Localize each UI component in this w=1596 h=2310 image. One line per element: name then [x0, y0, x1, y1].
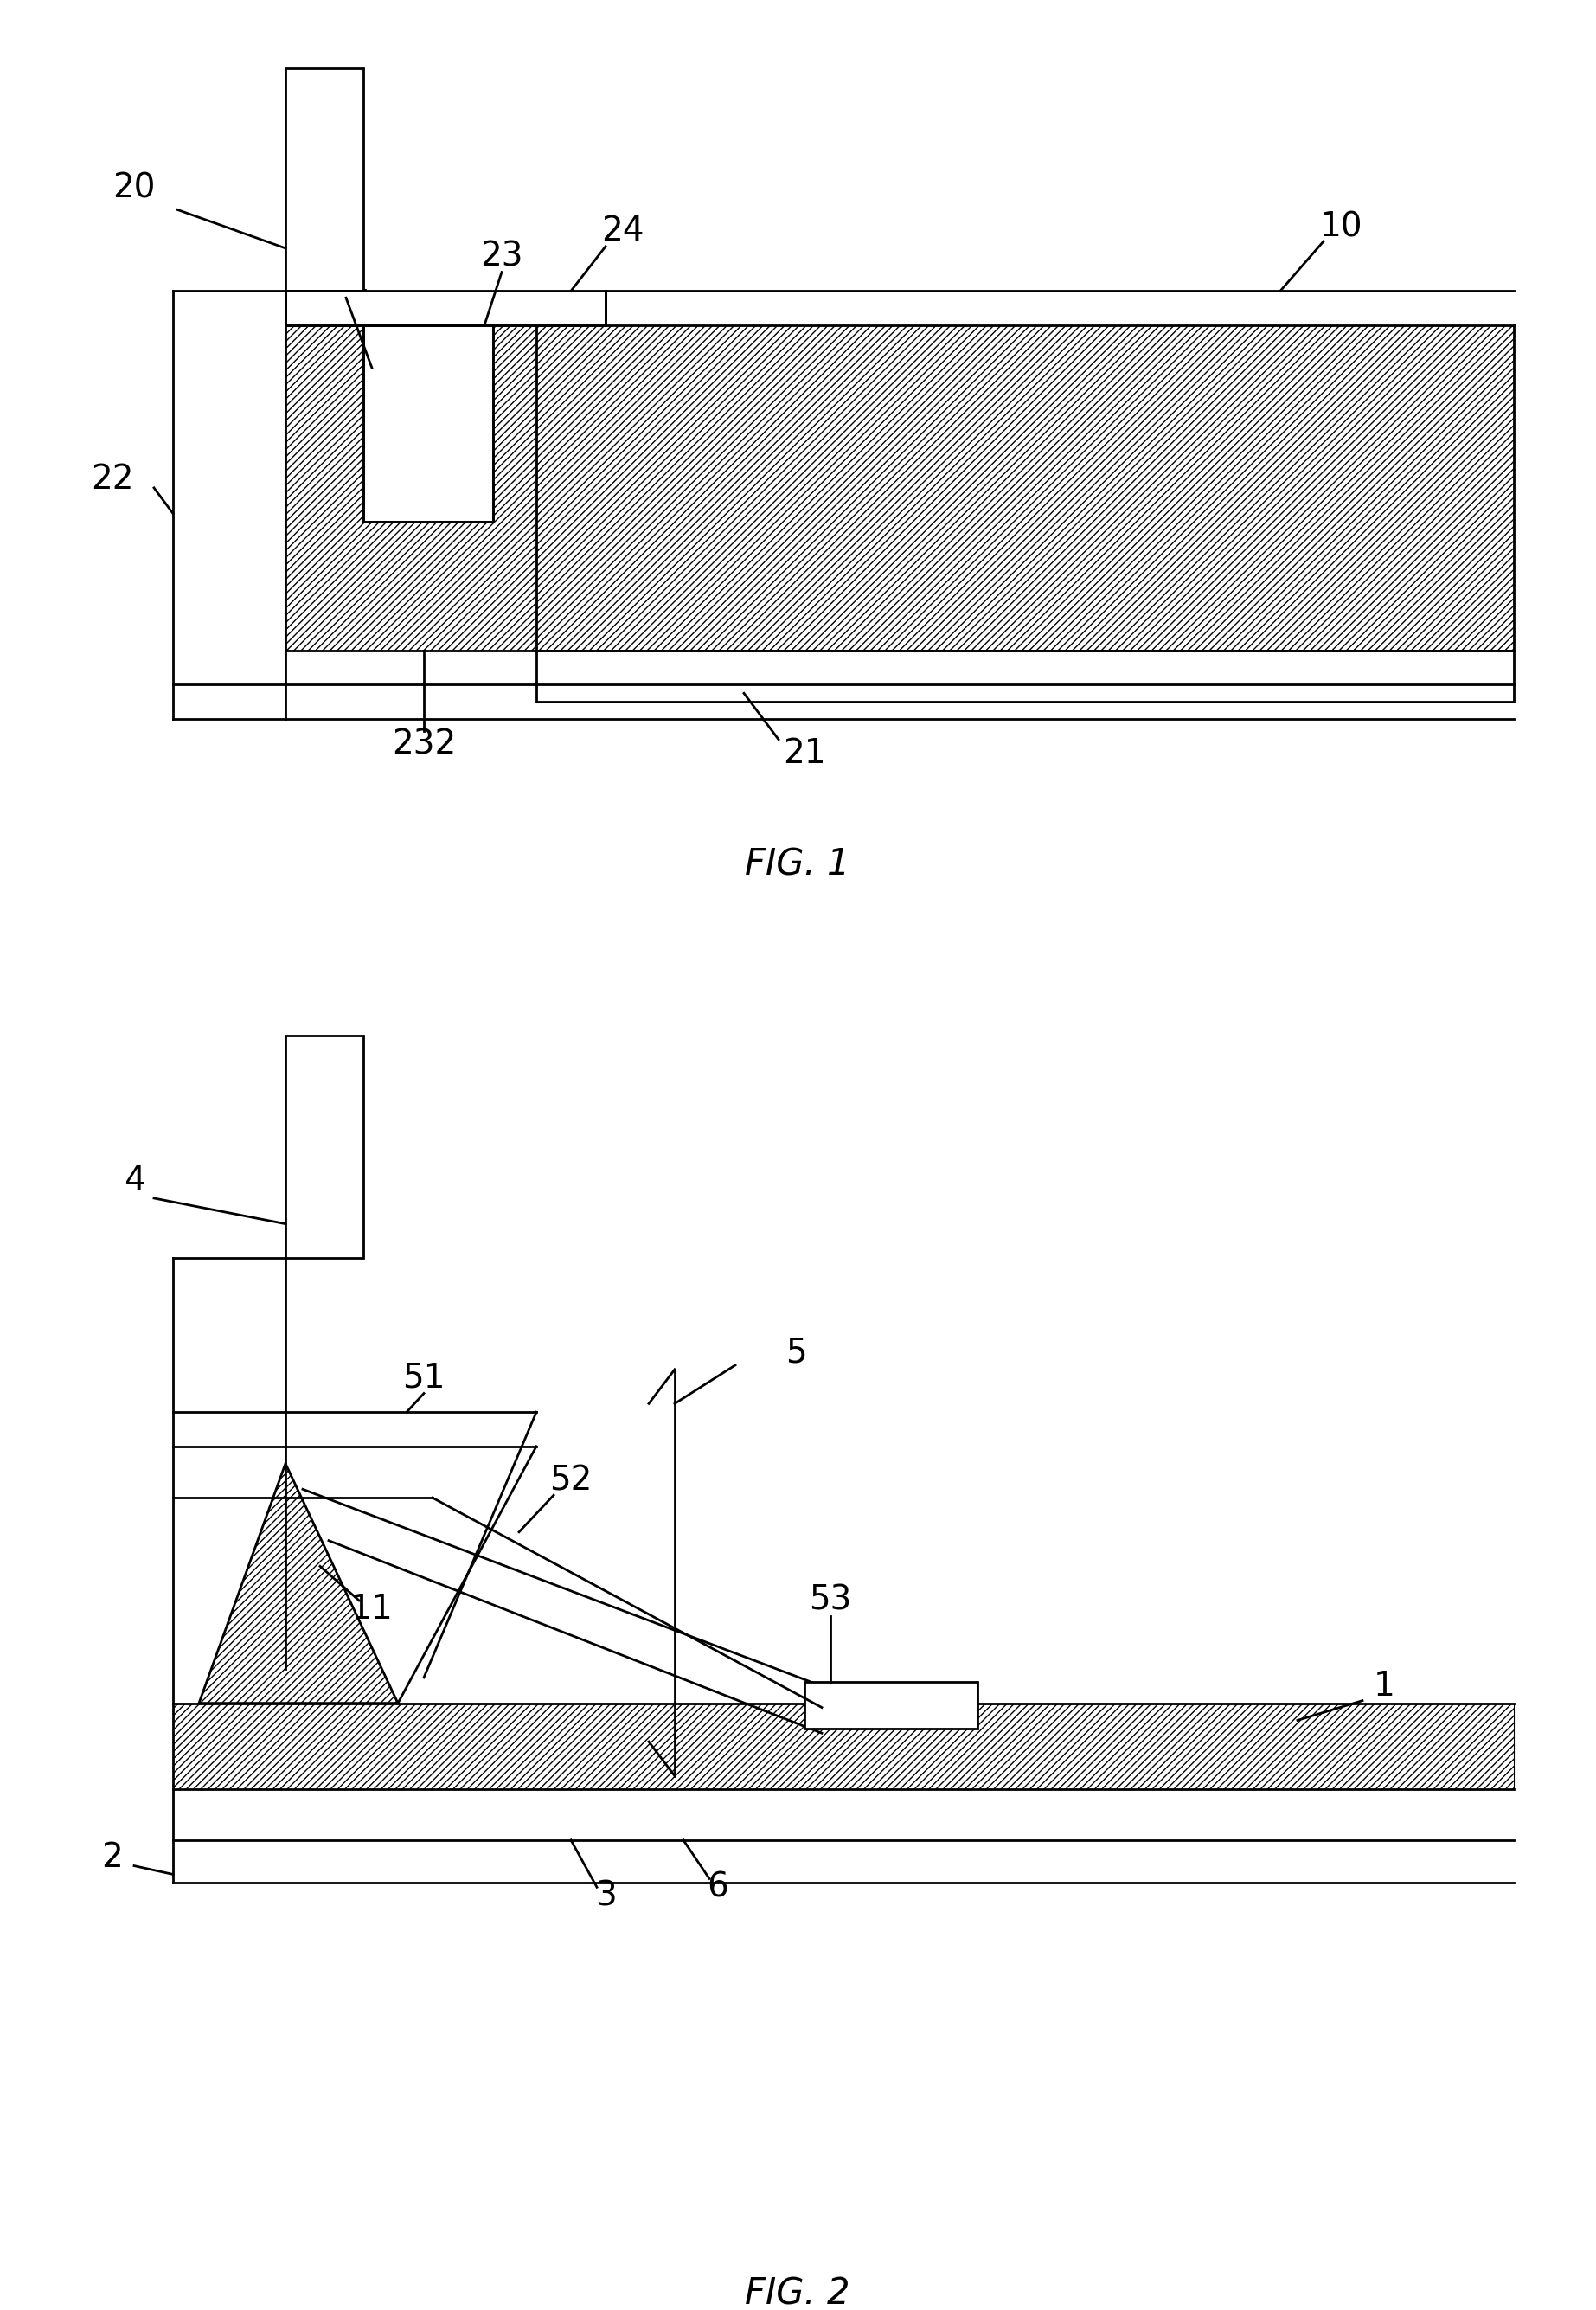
Bar	[804, 1682, 977, 1728]
Text: 10: 10	[1320, 210, 1363, 243]
Text: 3: 3	[595, 1880, 616, 1913]
Text: 5: 5	[785, 1335, 806, 1370]
Text: 23: 23	[480, 240, 523, 273]
Bar	[364, 326, 493, 522]
Bar	[286, 291, 605, 326]
Text: 51: 51	[402, 1361, 445, 1395]
Bar	[286, 326, 536, 651]
Bar	[536, 651, 1515, 702]
Text: 2: 2	[102, 1841, 123, 1873]
Text: FIG. 2: FIG. 2	[745, 2275, 851, 2310]
Text: 53: 53	[809, 1585, 852, 1617]
Text: 232: 232	[391, 728, 456, 760]
Text: 6: 6	[707, 1871, 729, 1903]
Text: 1: 1	[1373, 1670, 1395, 1702]
Text: 24: 24	[602, 215, 645, 247]
Text: 4: 4	[123, 1164, 145, 1197]
Polygon shape	[200, 1465, 397, 1702]
Bar	[286, 69, 364, 291]
Bar	[172, 1702, 1515, 1788]
Text: 20: 20	[113, 171, 155, 206]
Text: 231: 231	[305, 266, 370, 298]
Text: 11: 11	[351, 1592, 394, 1626]
Bar	[286, 1035, 364, 1259]
Text: 21: 21	[784, 737, 827, 769]
Text: 22: 22	[91, 462, 134, 497]
Text: 52: 52	[549, 1465, 592, 1497]
Text: FIG. 1: FIG. 1	[745, 845, 851, 882]
Bar	[536, 326, 1515, 651]
